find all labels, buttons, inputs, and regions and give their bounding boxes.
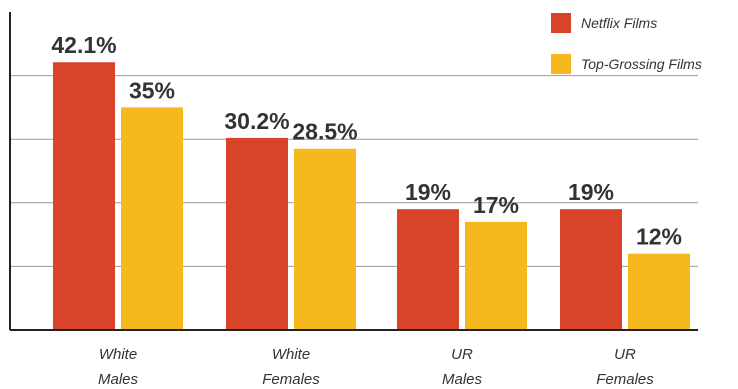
category-label: UR [451, 346, 473, 363]
category-label: Males [442, 371, 483, 388]
bar [465, 221, 527, 330]
bar [53, 62, 115, 331]
legend-label: Netflix Films [581, 15, 657, 31]
bar [121, 107, 183, 331]
bar [294, 148, 356, 330]
value-label: 35% [129, 77, 175, 103]
legend-swatch [551, 54, 571, 74]
value-label: 42.1% [51, 32, 116, 58]
value-label: 19% [405, 179, 451, 205]
legend: Netflix Films Top-Grossing Films [551, 13, 702, 74]
value-label: 30.2% [224, 108, 289, 134]
value-label: 19% [568, 179, 614, 205]
value-label: 28.5% [292, 119, 357, 145]
category-label: UR [614, 346, 636, 363]
category-label: Females [262, 371, 320, 388]
legend-swatch [551, 13, 571, 33]
category-label: Females [596, 371, 654, 388]
bar [628, 253, 690, 330]
category-label: Males [98, 371, 139, 388]
value-label: 17% [473, 192, 519, 218]
axes [9, 12, 698, 331]
legend-label: Top-Grossing Films [581, 56, 702, 72]
category-label: White [99, 346, 137, 363]
bar [560, 209, 622, 330]
category-label: White [272, 346, 310, 363]
value-labels: 42.1% 35% 30.2% 28.5% 19% 17% 19% 12% [51, 32, 682, 249]
bar [226, 137, 288, 330]
category-labels: White Males White Females UR Males UR Females [98, 346, 654, 388]
bars [53, 62, 690, 331]
bar [397, 209, 459, 330]
value-label: 12% [636, 224, 682, 250]
